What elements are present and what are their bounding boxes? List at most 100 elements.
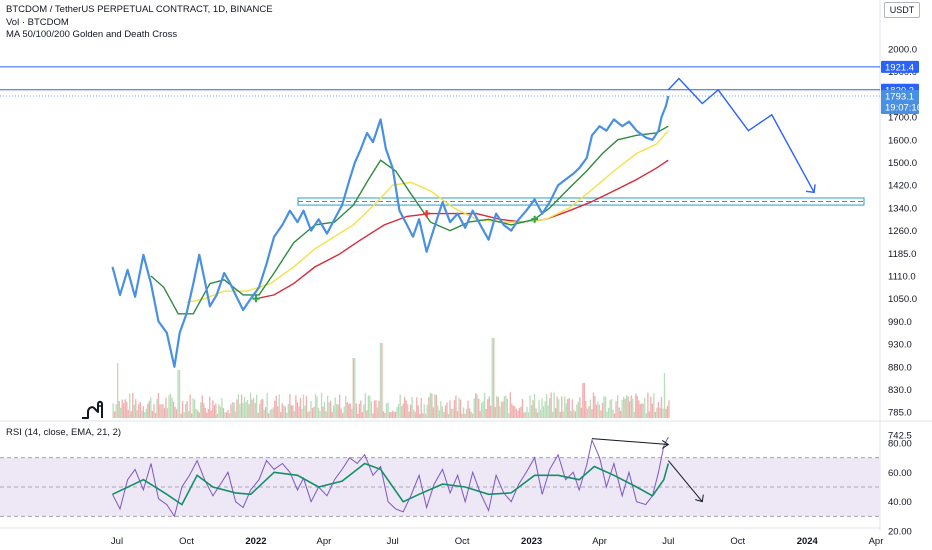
volume-bar xyxy=(411,396,413,418)
volume-bar xyxy=(246,400,249,418)
volume-bar xyxy=(334,397,336,418)
volume-bar xyxy=(620,410,622,418)
volume-bar xyxy=(408,411,410,418)
volume-bar xyxy=(468,408,471,418)
volume-bar xyxy=(234,411,237,418)
volume-bar xyxy=(212,400,214,418)
price-tick-label: 1700.0 xyxy=(888,113,917,124)
volume-bar xyxy=(118,401,120,418)
volume-bar xyxy=(441,406,443,418)
volume-bar xyxy=(553,392,555,418)
volume-bar xyxy=(645,413,647,418)
volume-bar xyxy=(654,411,656,418)
volume-bar xyxy=(299,397,302,418)
volume-bar xyxy=(452,408,454,418)
price-line xyxy=(111,95,670,368)
volume-bar xyxy=(429,392,431,418)
volume-bar xyxy=(508,413,510,418)
volume-bar xyxy=(145,408,147,418)
volume-bar xyxy=(210,410,212,418)
volume-bar xyxy=(301,408,303,418)
rsi-projection-arrow[interactable] xyxy=(667,460,703,503)
volume-bar xyxy=(582,383,584,418)
volume-bar xyxy=(526,406,528,418)
volume-bar xyxy=(597,401,599,418)
volume-bar xyxy=(162,404,164,418)
volume-bar xyxy=(542,406,545,418)
volume-bar xyxy=(337,404,339,418)
volume-bar xyxy=(478,398,480,418)
price-tick-label: 2000.0 xyxy=(888,45,917,56)
volume-bar xyxy=(656,407,658,418)
volume-bar xyxy=(136,410,138,418)
volume-bar xyxy=(583,383,585,418)
volume-bar xyxy=(355,403,357,418)
volume-bar xyxy=(444,405,447,418)
volume-bar xyxy=(317,407,320,418)
volume-bar xyxy=(437,405,439,418)
volume-bar xyxy=(574,411,576,418)
volume-bar xyxy=(414,411,416,418)
volume-legend[interactable]: Vol · BTCDOM xyxy=(6,17,69,28)
volume-bar xyxy=(623,397,625,418)
rsi-divergence-arrow[interactable] xyxy=(591,438,669,445)
golden-cross-marker xyxy=(531,215,539,223)
tradingview-logo-icon[interactable] xyxy=(82,400,103,419)
volume-bar xyxy=(484,392,486,418)
volume-bar xyxy=(404,396,406,418)
ma200-line xyxy=(255,159,669,300)
volume-bar xyxy=(644,397,646,418)
volume-bar xyxy=(188,411,190,418)
volume-bar xyxy=(147,403,149,418)
volume-bar xyxy=(181,401,184,418)
volume-bar xyxy=(653,393,655,418)
volume-bar xyxy=(305,396,308,418)
volume-bar xyxy=(586,409,588,418)
volume-bar xyxy=(579,397,581,418)
volume-bar xyxy=(327,395,329,418)
volume-bar xyxy=(227,409,229,418)
volume-bar xyxy=(180,413,182,418)
volume-bar xyxy=(438,410,440,418)
volume-bar xyxy=(621,399,623,418)
volume-bar xyxy=(222,408,224,418)
volume-bar xyxy=(476,394,478,418)
volume-bar xyxy=(242,403,244,418)
volume-bar xyxy=(219,406,221,418)
rsi-legend[interactable]: RSI (14, close, EMA, 21, 2) xyxy=(6,427,122,438)
time-tick-label: Oct xyxy=(179,536,194,547)
volume-bar xyxy=(446,402,448,418)
ma-legend[interactable]: MA 50/100/200 Golden and Death Cross xyxy=(6,29,178,40)
volume-bar xyxy=(150,397,152,418)
volume-bar xyxy=(236,399,238,418)
volume-bar xyxy=(375,400,377,418)
volume-bar xyxy=(536,412,539,418)
volume-bar xyxy=(230,404,232,418)
unit-selector[interactable]: USDT xyxy=(884,2,920,18)
volume-bar xyxy=(470,412,472,418)
volume-bar xyxy=(121,399,123,418)
rsi-tick-label: 20.00 xyxy=(888,527,912,538)
volume-bar xyxy=(420,398,422,418)
volume-bar xyxy=(570,411,572,418)
projection-path[interactable] xyxy=(667,77,815,193)
price-tick-label: 785.0 xyxy=(888,408,912,419)
volume-bar xyxy=(396,407,398,418)
volume-bar xyxy=(343,406,345,418)
golden-cross-marker xyxy=(252,295,260,303)
rsi-axis-ticks: 80.00 60.00 40.00 20.00 xyxy=(888,439,912,538)
volume-bar xyxy=(198,412,200,418)
volume-bar xyxy=(638,400,640,418)
volume-bar xyxy=(239,403,241,418)
volume-bar xyxy=(336,404,338,418)
volume-bar xyxy=(123,403,125,418)
volume-bar xyxy=(464,413,466,418)
volume-bar xyxy=(447,413,450,418)
volume-bar xyxy=(185,404,187,418)
volume-bar xyxy=(558,399,560,418)
volume-bar xyxy=(296,402,298,418)
volume-bar xyxy=(370,401,373,418)
volume-bar xyxy=(266,392,268,418)
volume-bar xyxy=(595,404,598,418)
